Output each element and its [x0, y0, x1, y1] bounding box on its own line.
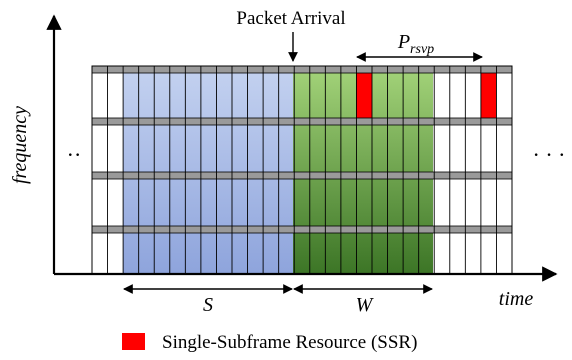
- frequency-band-separator-4: [91, 225, 513, 234]
- period-label-subscript: rsvp: [410, 42, 434, 57]
- ellipsis-right: · · ·: [533, 142, 566, 167]
- resource-grid: [91, 65, 513, 275]
- frequency-band-separator-3: [91, 171, 513, 180]
- x-axis-label: time: [499, 288, 534, 310]
- frequency-band-separator-2: [91, 117, 513, 126]
- s-window-label: S: [203, 294, 213, 316]
- period-label-main: P: [397, 31, 410, 53]
- packet-arrival-label: Packet Arrival: [236, 8, 345, 29]
- ssr-legend-label: Single-Subframe Resource (SSR): [162, 332, 417, 353]
- frequency-band-separator-1: [91, 65, 513, 74]
- period-label: Prsvp: [397, 31, 434, 57]
- ellipsis-left: ··: [67, 142, 82, 167]
- ssr-legend-swatch: [122, 333, 145, 350]
- ssr-cell-1: [356, 66, 372, 118]
- w-window-label: W: [356, 294, 375, 316]
- y-axis-label: frequency: [9, 106, 31, 184]
- s-window-region: [123, 66, 293, 274]
- ssr-cell-2: [480, 66, 497, 118]
